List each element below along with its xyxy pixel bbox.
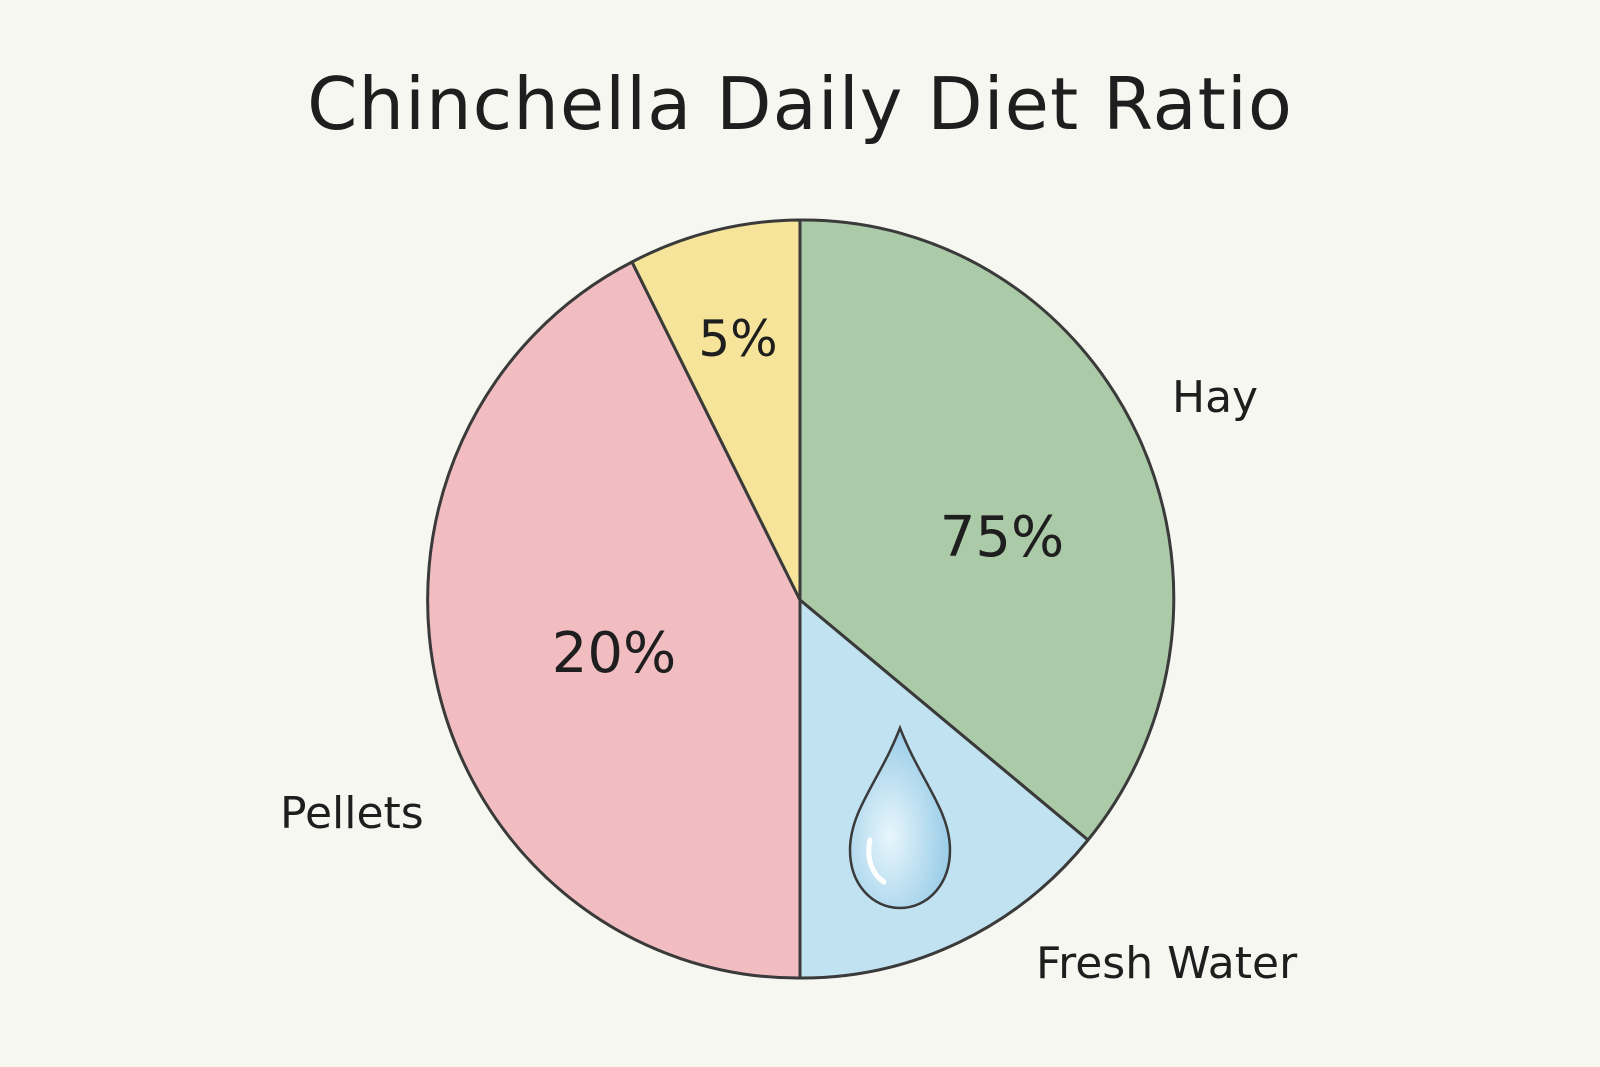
pie-slice-pellets	[426, 260, 802, 980]
slice-category-label-hay: Hay	[1172, 372, 1258, 423]
slice-category-label-pellets: Pellets	[280, 788, 424, 839]
slice-value-label-pellets: 20%	[552, 621, 676, 686]
pie-slice-hay	[798, 218, 1176, 842]
slice-value-label-treats: 5%	[698, 310, 777, 368]
slice-value-label-hay: 75%	[940, 505, 1064, 570]
chart-title: Chinchella Daily Diet Ratio	[307, 62, 1293, 146]
pie-slice-treats	[630, 218, 802, 602]
water-drop-icon	[848, 724, 952, 910]
slice-category-label-fresh-water: Fresh Water	[1036, 938, 1298, 989]
